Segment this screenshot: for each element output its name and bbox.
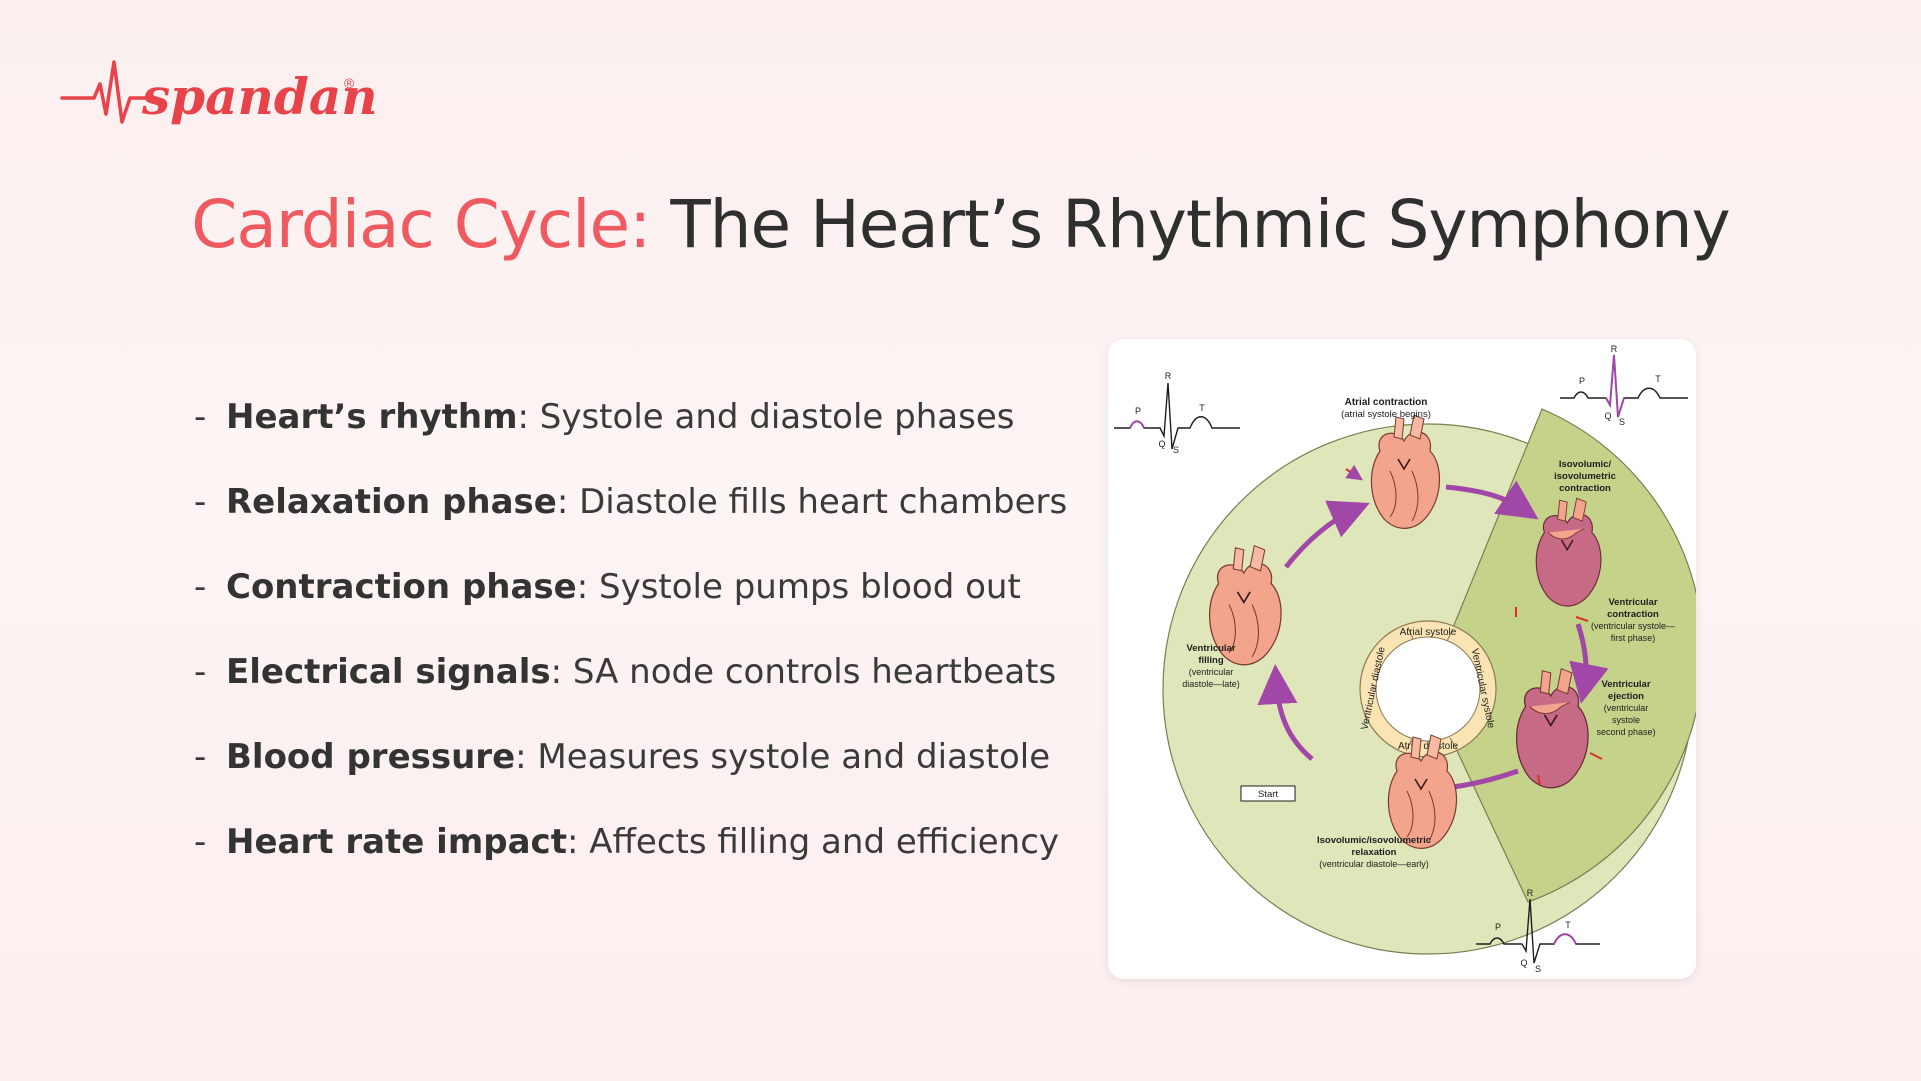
title-accent: Cardiac Cycle: <box>191 186 651 263</box>
ring-label-atrial-systole: Atrial systole <box>1400 627 1457 638</box>
heartbeat-logo-icon: spandan ® <box>60 60 378 126</box>
phase-isocontr-l2: isovolumetric <box>1554 471 1616 482</box>
ring-center <box>1375 636 1481 742</box>
ecg-label-q: Q <box>1158 439 1165 449</box>
pressure-arrow-icon <box>1589 752 1603 760</box>
bullet-desc: : Systole and diastole phases <box>517 397 1015 437</box>
bullet-term: Heart’s rhythm <box>226 397 518 437</box>
bullet-desc: : SA node controls heartbeats <box>550 652 1057 692</box>
ecg-label-r: R <box>1611 344 1618 354</box>
ecg-label-p: P <box>1495 922 1501 932</box>
ecg-trace-atrial-icon: R P T Q S <box>1114 371 1240 455</box>
phase-ventfill-l1: Ventricular <box>1186 643 1235 654</box>
ecg-label-s: S <box>1619 417 1625 427</box>
ecg-trace-ventricular-icon: R P T Q S <box>1560 344 1688 427</box>
pressure-arrow-icon <box>1345 464 1363 481</box>
bullet-desc: : Measures systole and diastole <box>515 737 1051 777</box>
ecg-label-q: Q <box>1604 411 1611 421</box>
brand-name: spandan <box>141 67 378 126</box>
arrow-contr-to-ejection <box>1569 623 1609 704</box>
bullet-desc: : Diastole fills heart chambers <box>556 482 1068 522</box>
phase-ventejec-l1: Ventricular <box>1601 679 1650 690</box>
phase-ventcontr-l4: first phase) <box>1611 633 1656 643</box>
arrow-relax-to-filling <box>1257 664 1314 761</box>
pressure-arrow-icon <box>1575 616 1589 622</box>
bullet-term: Electrical signals <box>226 652 551 692</box>
phase-isorelax-l2: relaxation <box>1352 847 1397 858</box>
ecg-label-t: T <box>1199 403 1205 413</box>
ecg-label-p: P <box>1135 406 1141 416</box>
bullet-item: - Electrical signals: SA node controls he… <box>194 652 1057 692</box>
phase-ventejec-l4: systole <box>1612 715 1640 725</box>
pressure-arrow-icon <box>1537 774 1541 786</box>
phase-ventejec-l2: ejection <box>1608 691 1644 702</box>
bullet-term: Contraction phase <box>226 567 577 607</box>
ecg-label-s: S <box>1535 964 1541 974</box>
bullet-desc: : Systole pumps blood out <box>576 567 1021 607</box>
phase-atrial-title: Atrial contraction <box>1345 397 1428 408</box>
cycle-diagram-svg: Atrial systole Atrial diastole Ventricul… <box>1114 344 1696 974</box>
ecg-label-s: S <box>1173 445 1179 455</box>
arrow-atrial-to-isocontr <box>1445 480 1539 520</box>
ecg-trace-repolarization-icon: R P T Q S <box>1476 888 1600 974</box>
ecg-label-r: R <box>1165 371 1172 381</box>
arrow-filling-to-atrial <box>1284 500 1370 569</box>
ecg-label-t: T <box>1565 920 1571 930</box>
bullet-list: - Heart’s rhythm: Systole and diastole ph… <box>194 382 1074 892</box>
phase-ventfill-l3: (ventricular <box>1189 667 1234 677</box>
page-title: Cardiac Cycle: The Heart’s Rhythmic Symp… <box>0 180 1921 270</box>
phase-ventcontr-l3: (ventricular systole— <box>1591 621 1675 631</box>
bullet-item: - Heart’s rhythm: Systole and diastole ph… <box>194 397 1015 437</box>
phase-ventejec-l3: (ventricular <box>1604 703 1649 713</box>
phase-ventcontr-l2: contraction <box>1607 609 1659 620</box>
phase-isorelax-l3: (ventricular diastole—early) <box>1319 859 1429 869</box>
phase-isocontr-l1: Isovolumic/ <box>1559 459 1612 470</box>
ecg-label-r: R <box>1527 888 1534 898</box>
title-rest: The Heart’s Rhythmic Symphony <box>650 186 1730 263</box>
phase-ventfill-l4: diastole—late) <box>1182 679 1240 689</box>
ecg-label-t: T <box>1655 374 1661 384</box>
phase-ventfill-l2: filling <box>1198 655 1224 666</box>
bullet-item: - Relaxation phase: Diastole fills heart … <box>194 482 1068 522</box>
registered-mark: ® <box>344 75 355 91</box>
phase-isocontr-l3: contraction <box>1559 483 1611 494</box>
ecg-label-q: Q <box>1520 958 1527 968</box>
phase-isorelax-l1: Isovolumic/isovolumetric <box>1317 835 1431 846</box>
bullet-item: - Blood pressure: Measures systole and di… <box>194 737 1051 777</box>
phase-ventcontr-l1: Ventricular <box>1608 597 1657 608</box>
spandan-logo: spandan ® <box>60 56 378 146</box>
start-box <box>1240 785 1296 802</box>
bullet-desc: : Affects filling and efficiency <box>566 822 1060 862</box>
start-label: Start <box>1258 789 1278 800</box>
bullet-term: Blood pressure <box>226 737 516 777</box>
phase-atrial-sub: (atrial systole begins) <box>1341 409 1431 420</box>
phase-ventejec-l5: second phase) <box>1596 727 1655 737</box>
bullet-item: - Contraction phase: Systole pumps blood … <box>194 567 1021 607</box>
bullet-term: Relaxation phase <box>226 482 557 522</box>
cardiac-cycle-diagram: Atrial systole Atrial diastole Ventricul… <box>1108 339 1696 979</box>
bullet-item: - Heart rate impact: Affects filling and … <box>194 822 1060 862</box>
ecg-label-p: P <box>1579 376 1585 386</box>
bullet-term: Heart rate impact <box>226 822 567 862</box>
